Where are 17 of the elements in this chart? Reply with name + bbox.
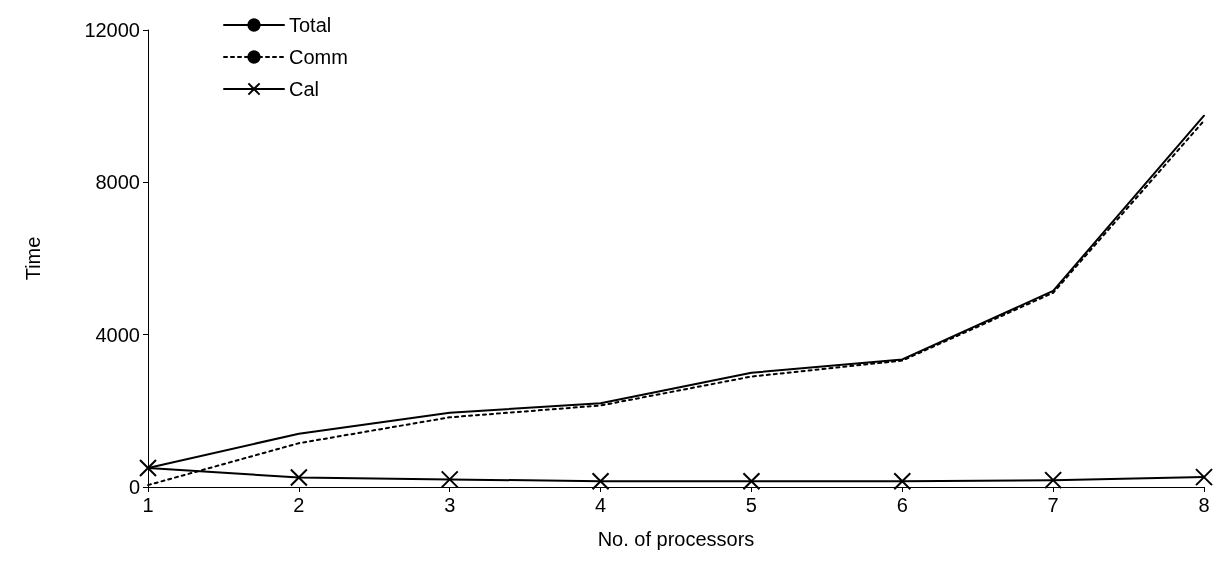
x-tick-label: 6 [896, 494, 908, 516]
y-tick-label: 0 [128, 476, 140, 498]
x-tick-label: 4 [595, 494, 607, 516]
legend-label: Cal [289, 78, 320, 100]
legend-label: Total [289, 14, 332, 36]
x-tick-label: 5 [745, 494, 757, 516]
y-axis-title: Time [22, 236, 44, 281]
x-tick-label: 7 [1047, 494, 1059, 516]
y-tick-label: 4000 [95, 323, 140, 346]
x-axis-title: No. of processors [597, 528, 755, 550]
x-tick-label: 3 [444, 494, 456, 516]
legend-label: Comm [289, 46, 348, 68]
x-tick-label: 1 [142, 494, 154, 516]
x-tick-label: 2 [293, 494, 305, 516]
x-tick-label: 8 [1198, 494, 1210, 516]
y-tick-label: 12000 [84, 19, 140, 41]
y-tick-label: 8000 [95, 171, 140, 194]
